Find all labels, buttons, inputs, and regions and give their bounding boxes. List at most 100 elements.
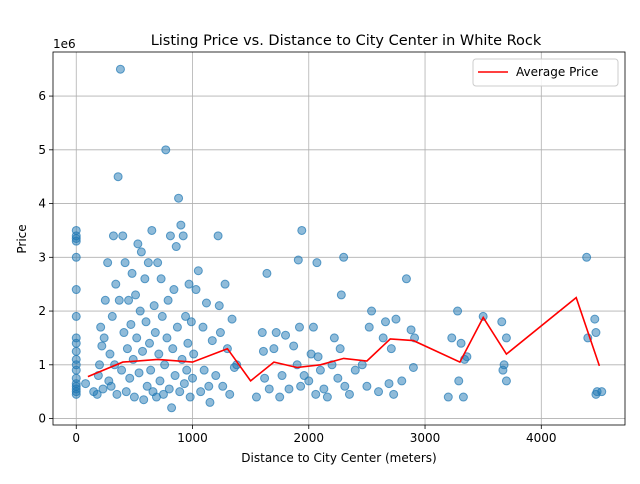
scatter-point	[71, 373, 81, 383]
scatter-point	[397, 376, 407, 386]
scatter-point	[281, 330, 291, 340]
scatter-point	[211, 371, 221, 381]
scatter-point	[335, 344, 345, 354]
scatter-point	[333, 373, 343, 383]
scatter-point	[71, 285, 81, 295]
scatter-point	[313, 352, 323, 362]
scatter-point	[199, 365, 209, 375]
chart-title: Listing Price vs. Distance to City Cente…	[151, 33, 542, 49]
scatter-point	[71, 252, 81, 262]
scatter-point	[125, 373, 135, 383]
scatter-point	[378, 333, 388, 343]
x-tick-label: 2000	[293, 431, 324, 445]
legend-label: Average Price	[516, 65, 598, 79]
scatter-point	[225, 389, 235, 399]
scatter-point	[157, 311, 167, 321]
y-tick-label: 5	[38, 143, 46, 157]
scatter-point	[163, 295, 173, 305]
scatter-point	[129, 392, 139, 402]
scatter-point	[258, 346, 268, 356]
legend-box	[472, 58, 619, 87]
scatter-point	[165, 231, 175, 241]
y-offset-label: 1e6	[53, 37, 76, 51]
scatter-point	[121, 387, 131, 397]
scatter-point	[124, 295, 134, 305]
scatter-point	[189, 349, 199, 359]
scatter-point	[139, 395, 149, 405]
scatter-point	[117, 365, 127, 375]
x-axis-title: Distance to City Center (meters)	[241, 451, 436, 465]
scatter-point	[386, 344, 396, 354]
points-layer	[71, 64, 607, 413]
scatter-point	[160, 360, 170, 370]
scatter-point	[204, 381, 214, 391]
y-axis: 0 1 2 3 4 5 6	[38, 89, 53, 426]
scatter-point	[207, 336, 217, 346]
scatter-point	[174, 193, 184, 203]
scatter-point	[454, 376, 464, 386]
y-tick-label: 2	[38, 304, 46, 318]
scatter-point	[260, 373, 270, 383]
scatter-point	[215, 328, 225, 338]
scatter-point	[115, 64, 125, 74]
scatter-point	[340, 381, 350, 391]
scatter-point	[138, 346, 148, 356]
scatter-point	[591, 328, 601, 338]
scatter-point	[81, 379, 91, 389]
scatter-point	[98, 384, 108, 394]
scatter-point	[183, 338, 193, 348]
x-tick-label: 1000	[177, 431, 208, 445]
scatter-point	[344, 389, 354, 399]
scatter-point	[501, 333, 511, 343]
plot-frame	[52, 51, 626, 426]
scatter-point	[181, 311, 191, 321]
scatter-point	[391, 314, 401, 324]
scatter-point	[447, 333, 457, 343]
scatter-point	[161, 145, 171, 155]
scatter-point	[185, 392, 195, 402]
scatter-point	[134, 368, 144, 378]
scatter-point	[582, 252, 592, 262]
scatter-point	[329, 333, 339, 343]
scatter-point	[374, 387, 384, 397]
scatter-point	[95, 360, 105, 370]
y-tick-label: 3	[38, 250, 46, 264]
scatter-point	[147, 225, 157, 235]
scatter-point	[92, 389, 102, 399]
scatter-point	[297, 225, 307, 235]
scatter-point	[336, 290, 346, 300]
scatter-point	[105, 349, 115, 359]
scatter-point	[339, 252, 349, 262]
scatter-point	[458, 392, 468, 402]
y-tick-label: 4	[38, 197, 46, 211]
scatter-point	[71, 311, 81, 321]
scatter-point	[597, 387, 607, 397]
scatter-point	[271, 328, 281, 338]
scatter-point	[284, 384, 294, 394]
scatter-point	[322, 392, 332, 402]
scatter-point	[188, 373, 198, 383]
scatter-point	[113, 172, 123, 182]
scatter-point	[406, 325, 416, 335]
scatter-point	[293, 255, 303, 265]
scatter-point	[296, 381, 306, 391]
scatter-point	[499, 360, 509, 370]
scatter-point	[172, 322, 182, 332]
scatter-point	[119, 328, 129, 338]
scatter-point	[103, 258, 113, 268]
scatter-point	[100, 295, 110, 305]
scatter-point	[164, 384, 174, 394]
scatter-point	[456, 338, 466, 348]
scatter-point	[389, 389, 399, 399]
scatter-point	[264, 384, 274, 394]
scatter-point	[350, 365, 360, 375]
scatter-point	[357, 360, 367, 370]
scatter-point	[107, 311, 117, 321]
scatter-point	[311, 389, 321, 399]
scatter-point	[126, 319, 136, 329]
scatter-point	[308, 322, 318, 332]
scatter-point	[149, 301, 159, 311]
scatter-point	[114, 295, 124, 305]
scatter-point	[96, 322, 106, 332]
